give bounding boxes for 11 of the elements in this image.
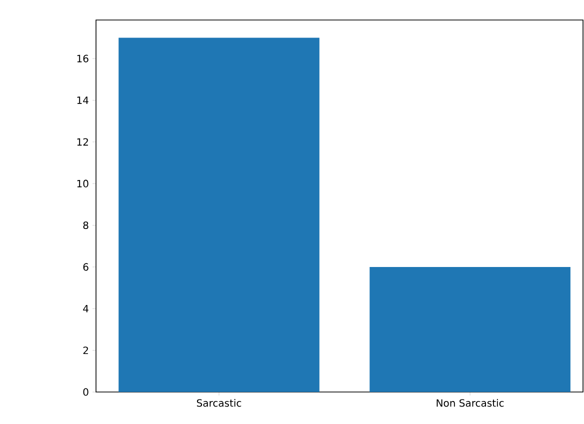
y-tick-label: 2 — [83, 346, 88, 354]
y-tick-label: 4 — [83, 304, 88, 312]
y-tick-label: 8 — [83, 221, 88, 230]
y-tick-label: 0 — [83, 388, 88, 396]
x-tick-label: Sarcastic — [196, 399, 242, 407]
x-tick-label: Non Sarcastic — [436, 399, 504, 407]
y-tick-label: 10 — [77, 180, 88, 188]
y-tick-label: 14 — [77, 96, 88, 104]
y-tick-label: 6 — [83, 263, 88, 271]
y-tick-label: 12 — [77, 138, 88, 146]
y-tick-label: 16 — [77, 54, 88, 62]
